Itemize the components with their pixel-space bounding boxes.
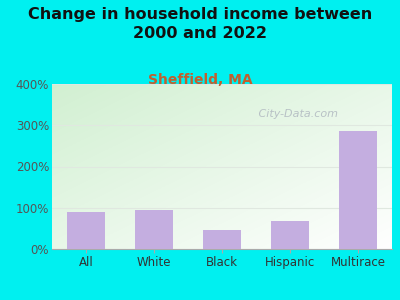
Text: Sheffield, MA: Sheffield, MA [148,74,252,88]
Bar [339,130,377,249]
Bar [135,210,173,249]
Text: Change in household income between
2000 and 2022: Change in household income between 2000 … [28,8,372,41]
Bar [203,230,241,249]
Bar [271,221,309,249]
Text: City-Data.com: City-Data.com [255,109,338,119]
Bar [67,212,105,249]
